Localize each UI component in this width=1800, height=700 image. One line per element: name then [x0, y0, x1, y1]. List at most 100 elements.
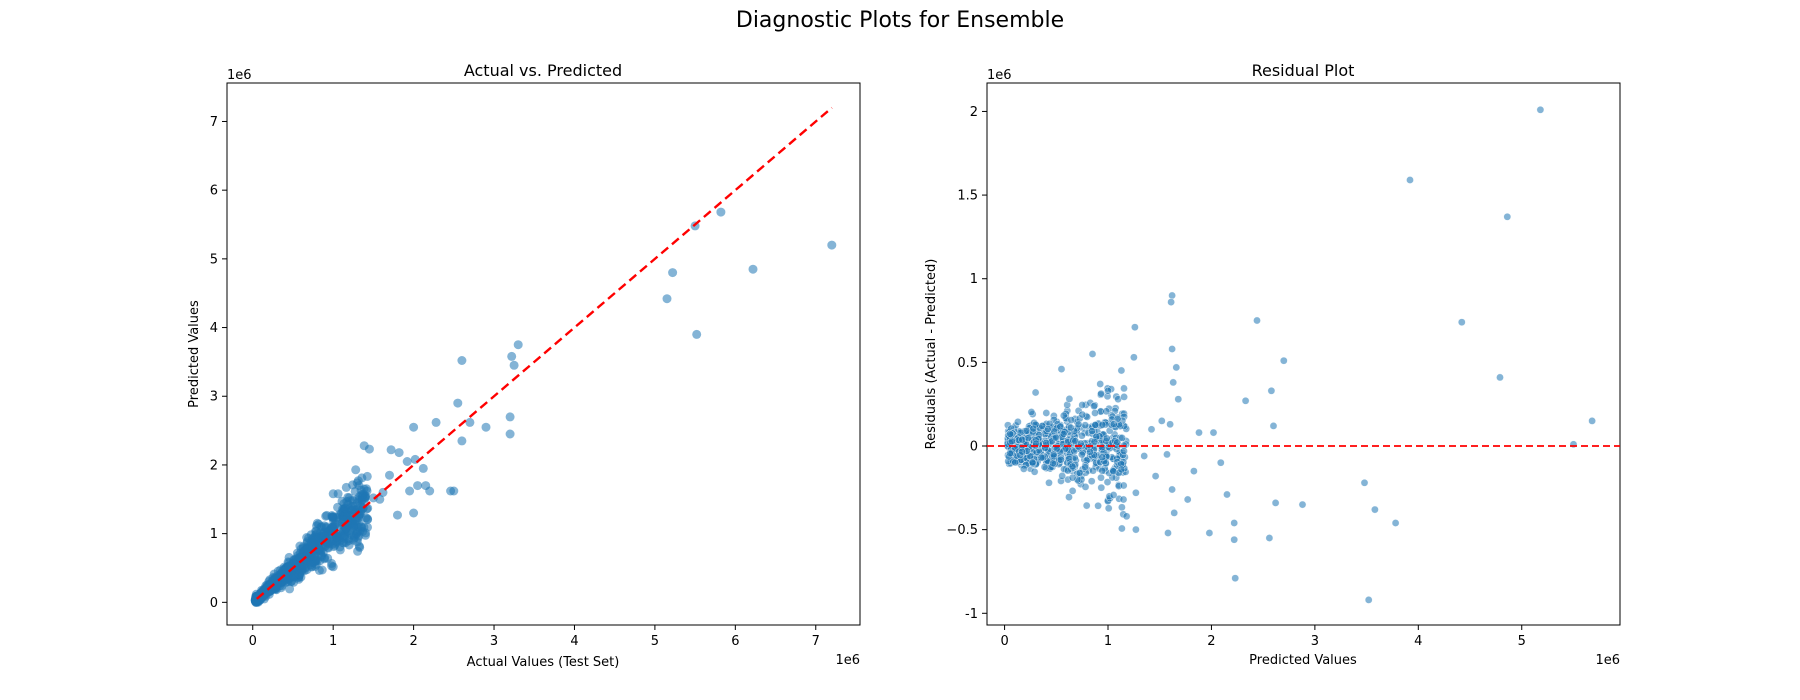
data-point: [1059, 430, 1068, 438]
x-offset-label: 1e6: [1595, 653, 1620, 668]
data-point: [1118, 434, 1126, 442]
data-point: [1098, 443, 1106, 452]
data-point: [1097, 389, 1105, 398]
data-point: [402, 457, 412, 466]
data-point: [341, 482, 351, 492]
data-point: [1113, 438, 1121, 447]
data-point: [1057, 455, 1065, 464]
y-tick-label: 3: [210, 390, 218, 405]
y-tick-label: 1: [970, 272, 978, 287]
data-point: [1057, 365, 1066, 373]
data-point: [1269, 422, 1278, 430]
data-point: [1030, 467, 1039, 476]
data-point: [1406, 176, 1414, 184]
data-point: [1118, 524, 1126, 533]
data-point: [1132, 525, 1140, 534]
data-point: [1068, 473, 1077, 482]
data-point: [1536, 106, 1545, 114]
data-point: [1078, 450, 1086, 459]
data-point: [1068, 487, 1077, 495]
x-tick-label: 4: [1414, 634, 1422, 649]
data-point: [1271, 499, 1280, 507]
y-tick-label: -1: [965, 607, 978, 622]
y-axis-label: Residuals (Actual - Predicted): [924, 259, 939, 450]
y-tick-label: 4: [210, 321, 218, 336]
data-point: [1168, 291, 1176, 300]
data-point: [1280, 356, 1288, 365]
identity-line: [255, 106, 833, 600]
data-point: [1098, 466, 1107, 475]
data-point: [1098, 421, 1107, 429]
y-tick-label: 1: [210, 527, 218, 542]
data-point: [363, 514, 372, 524]
data-point: [1231, 574, 1239, 583]
data-point: [453, 398, 463, 408]
data-point: [1496, 373, 1504, 382]
data-point: [431, 417, 441, 427]
data-point: [1119, 481, 1128, 490]
panel-actual-vs-predicted: 0 1 2 3 4 5 6 7 0 1 2 3 4 5 6 7 Actual vs. Predicted A…: [187, 61, 861, 670]
y-tick-label: 0: [970, 440, 978, 455]
data-point: [1183, 495, 1192, 504]
data-point: [1091, 409, 1099, 417]
x-tick-label: 3: [490, 634, 498, 649]
data-point: [481, 422, 491, 432]
reference-line: [255, 106, 833, 600]
data-point: [1119, 495, 1128, 504]
y-axis-ticks: -1 −0.5 0 0.5 1 1.5 2: [946, 105, 987, 622]
data-point: [340, 533, 350, 543]
data-point: [1078, 410, 1087, 419]
data-point: [827, 240, 837, 250]
data-point: [1265, 534, 1274, 542]
data-point: [1088, 427, 1096, 435]
data-point: [1230, 535, 1238, 544]
data-point: [1078, 431, 1086, 440]
x-axis-ticks: 0 1 2 3 4 5: [1000, 625, 1526, 649]
data-point: [1014, 418, 1022, 426]
data-point: [364, 444, 374, 454]
data-point: [1163, 450, 1171, 459]
data-point: [1082, 501, 1091, 510]
data-point: [393, 510, 402, 520]
data-point: [1022, 426, 1031, 435]
data-point: [1122, 512, 1131, 521]
data-point: [1018, 447, 1026, 456]
data-point: [662, 294, 672, 304]
data-point: [1029, 424, 1038, 433]
data-point: [1088, 350, 1097, 358]
data-point: [1045, 478, 1053, 487]
data-point: [1065, 493, 1073, 501]
x-offset-label: 1e6: [835, 653, 860, 668]
data-point: [418, 463, 428, 473]
data-point: [1011, 458, 1020, 467]
data-point: [1081, 463, 1089, 472]
x-axis-label: Actual Values (Test Set): [467, 655, 620, 670]
x-axis-ticks: 0 1 2 3 4 5 6 7: [249, 625, 820, 649]
data-point: [1209, 428, 1218, 437]
data-point: [1097, 473, 1105, 482]
data-point: [1078, 401, 1086, 409]
data-point: [1117, 366, 1126, 375]
data-point: [513, 340, 523, 350]
data-point: [1174, 395, 1183, 404]
data-point: [1109, 467, 1118, 476]
data-point: [328, 489, 338, 499]
y-tick-label: 7: [210, 115, 218, 130]
data-point: [748, 264, 758, 274]
data-point: [1006, 449, 1014, 458]
data-point: [1031, 388, 1040, 397]
data-point: [1120, 393, 1128, 401]
data-point: [405, 486, 415, 496]
data-point: [1169, 378, 1177, 387]
x-tick-label: 2: [409, 634, 417, 649]
data-point: [1097, 483, 1106, 492]
y-tick-label: 6: [210, 184, 218, 199]
data-point: [1104, 504, 1113, 513]
plot-title: Actual vs. Predicted: [464, 61, 622, 80]
data-point: [1130, 353, 1138, 362]
data-point: [327, 561, 337, 571]
data-point: [1081, 421, 1089, 430]
data-point: [1167, 298, 1175, 306]
data-point: [1267, 386, 1276, 395]
data-point: [1102, 407, 1111, 416]
